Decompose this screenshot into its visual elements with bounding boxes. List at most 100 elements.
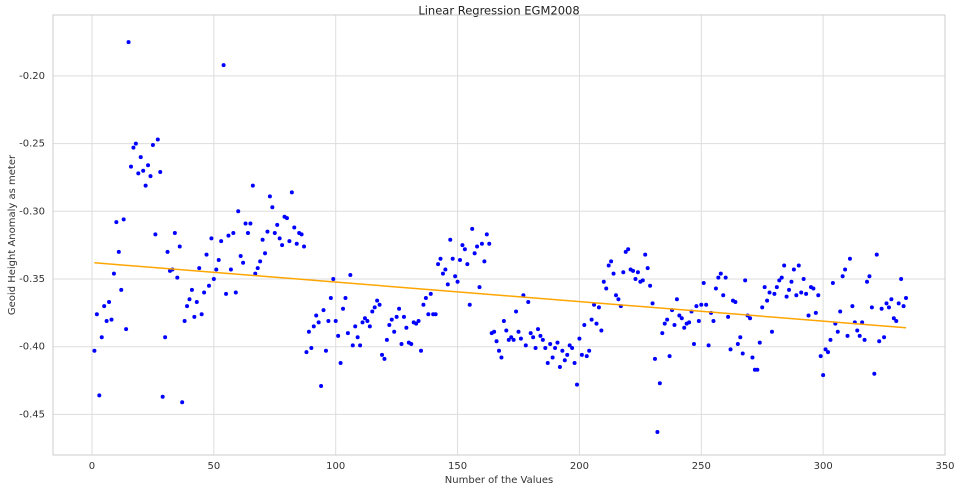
x-tick-label: 300 <box>814 461 833 472</box>
scatter-point <box>679 316 684 321</box>
scatter-point <box>341 306 346 311</box>
scatter-point <box>650 301 655 306</box>
scatter-point <box>604 286 609 291</box>
scatter-point <box>716 275 721 280</box>
scatter-point <box>392 329 397 334</box>
scatter-point <box>133 141 138 146</box>
scatter-point <box>872 371 877 376</box>
scatter-point <box>109 317 114 322</box>
scatter-point <box>153 232 158 237</box>
scatter-point <box>399 341 404 346</box>
scatter-point <box>163 335 168 340</box>
scatter-point <box>460 243 465 248</box>
scatter-point <box>509 335 514 340</box>
scatter-point <box>884 301 889 306</box>
scatter-point <box>584 354 589 359</box>
scatter-point <box>874 252 879 257</box>
scatter-point <box>389 317 394 322</box>
scatter-point <box>787 287 792 292</box>
scatter-point <box>557 365 562 369</box>
scatter-point <box>748 316 753 321</box>
scatter-point <box>677 313 682 318</box>
scatter-point <box>721 293 726 298</box>
scatter-point <box>214 267 219 272</box>
x-tick-label: 150 <box>448 461 467 472</box>
scatter-point <box>533 346 538 351</box>
scatter-point <box>555 340 560 345</box>
scatter-point <box>838 309 843 314</box>
scatter-point <box>165 249 170 254</box>
scatter-point <box>821 373 826 378</box>
scatter-point <box>455 279 460 284</box>
scatter-point <box>306 329 311 334</box>
scatter-point <box>506 337 511 342</box>
scatter-point <box>762 285 767 290</box>
scatter-point <box>375 298 380 303</box>
scatter-point <box>691 341 696 346</box>
scatter-point <box>535 327 540 332</box>
scatter-point <box>823 347 828 352</box>
scatter-point <box>175 275 180 280</box>
scatter-point <box>131 145 136 150</box>
scatter-point <box>621 270 626 275</box>
scatter-point <box>467 302 472 307</box>
scatter-point <box>102 304 107 309</box>
scatter-point <box>148 174 153 179</box>
scatter-point <box>804 291 809 296</box>
scatter-point <box>567 343 572 348</box>
scatter-point <box>862 337 867 342</box>
scatter-point <box>550 355 555 360</box>
scatter-point <box>365 318 370 323</box>
scatter-point <box>189 287 194 292</box>
scatter-point <box>465 262 470 267</box>
scatter-point <box>309 346 314 351</box>
scatter-point <box>648 283 653 288</box>
scatter-point <box>482 259 487 264</box>
scatter-point <box>258 259 263 264</box>
scatter-point <box>438 256 443 261</box>
scatter-point <box>423 295 428 300</box>
scatter-point <box>250 183 255 188</box>
scatter-point <box>711 318 716 323</box>
scatter-point <box>450 256 455 261</box>
scatter-point <box>255 266 260 271</box>
scatter-point <box>645 266 650 271</box>
scatter-point <box>377 302 382 307</box>
scatter-point <box>114 220 119 225</box>
scatter-point <box>477 285 482 290</box>
scatter-point <box>587 348 592 353</box>
scatter-point <box>599 328 604 333</box>
scatter-point <box>487 241 492 246</box>
scatter-point <box>799 290 804 295</box>
scatter-point <box>494 339 499 344</box>
scatter-point <box>319 383 324 388</box>
scatter-point <box>138 155 143 160</box>
scatter-point <box>789 279 794 284</box>
scatter-point <box>419 348 424 353</box>
scatter-point <box>548 341 553 346</box>
scatter-point <box>224 291 229 296</box>
scatter-point <box>263 251 268 256</box>
scatter-point <box>160 394 165 399</box>
scatter-point <box>565 352 570 357</box>
y-axis-label: Geoid Height Anomaly as meter <box>7 154 18 315</box>
scatter-point <box>141 168 146 173</box>
scatter-point <box>338 360 343 365</box>
scatter-point <box>794 293 799 298</box>
scatter-point <box>348 272 353 277</box>
scatter-point <box>401 314 406 319</box>
scatter-point <box>518 336 523 341</box>
regression-line <box>94 262 907 329</box>
scatter-point <box>633 277 638 281</box>
scatter-point <box>904 295 909 300</box>
scatter-point <box>219 239 224 244</box>
scatter-point <box>662 321 667 326</box>
scatter-point <box>723 275 728 280</box>
scatter-point <box>538 333 543 338</box>
scatter-point <box>172 230 177 235</box>
scatter-point <box>882 335 887 340</box>
scatter-point <box>226 233 231 238</box>
scatter-point <box>879 306 884 311</box>
scatter-point <box>233 290 238 295</box>
